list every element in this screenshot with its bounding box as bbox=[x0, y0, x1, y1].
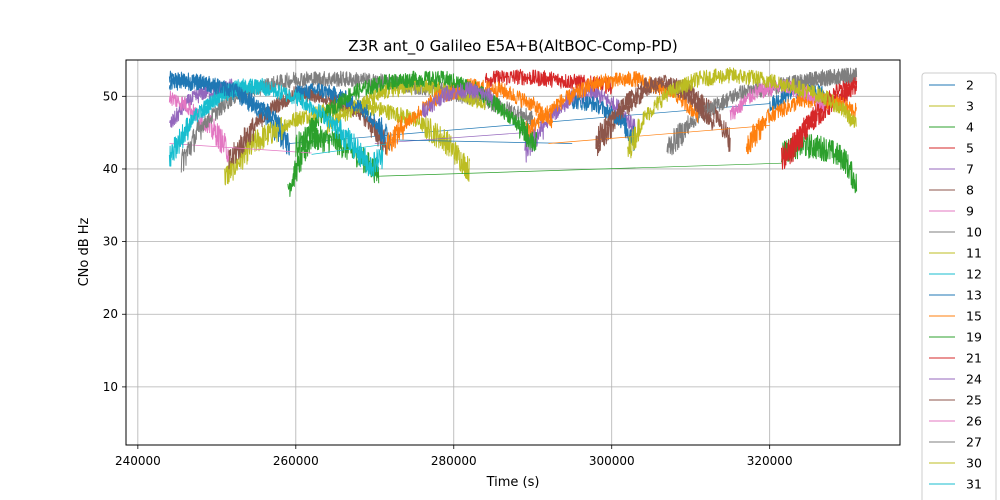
legend-label: 21 bbox=[966, 351, 982, 366]
y-tick-label: 50 bbox=[103, 89, 118, 103]
legend-label: 19 bbox=[966, 330, 982, 345]
plot-frame bbox=[125, 59, 901, 446]
y-axis-ticks: 10 20 30 40 50 bbox=[103, 89, 126, 394]
series-12-link bbox=[311, 143, 391, 155]
legend-label: 3 bbox=[966, 99, 974, 114]
legend-label: 12 bbox=[966, 267, 982, 282]
plot-series bbox=[168, 67, 858, 197]
y-tick-label: 10 bbox=[103, 380, 118, 394]
series-5-pass bbox=[781, 80, 858, 170]
legend-box bbox=[921, 72, 997, 500]
series-19-pass bbox=[295, 70, 538, 158]
series-9-link bbox=[169, 143, 312, 154]
legend-label: 2 bbox=[966, 78, 974, 93]
series-25-pass bbox=[595, 74, 715, 148]
series-24 bbox=[421, 81, 494, 118]
series-15-link bbox=[548, 125, 770, 144]
y-tick-label: 20 bbox=[103, 307, 118, 321]
legend-label: 13 bbox=[966, 288, 982, 303]
series-24-pass bbox=[421, 81, 494, 118]
legend-label: 31 bbox=[966, 477, 982, 492]
x-tick-label: 260000 bbox=[273, 454, 319, 468]
legend-label: 27 bbox=[966, 435, 982, 450]
series-8-pass bbox=[228, 85, 388, 170]
series-25 bbox=[595, 74, 715, 148]
series-19 bbox=[295, 70, 538, 158]
series-5 bbox=[484, 68, 858, 170]
legend-label: 25 bbox=[966, 393, 982, 408]
series-27-pass bbox=[785, 67, 858, 92]
legend-label: 8 bbox=[966, 183, 974, 198]
series-5-pass bbox=[484, 68, 613, 95]
legend-label: 30 bbox=[966, 456, 982, 471]
series-4-link bbox=[378, 162, 782, 177]
legend-label: 24 bbox=[966, 372, 982, 387]
x-tick-label: 280000 bbox=[431, 454, 477, 468]
legend-label: 9 bbox=[966, 204, 974, 219]
series-27 bbox=[785, 67, 858, 92]
y-axis-label: CNo dB Hz bbox=[77, 217, 92, 286]
legend-label: 33 bbox=[966, 498, 982, 500]
series-13-pass bbox=[571, 94, 636, 151]
legend-label: 10 bbox=[966, 225, 982, 240]
chart-title: Z3R ant_0 Galileo E5A+B(AltBOC-Comp-PD) bbox=[348, 37, 678, 56]
legend-label: 15 bbox=[966, 309, 982, 324]
series-30-pass bbox=[627, 67, 857, 159]
series-13 bbox=[295, 83, 636, 151]
legend-label: 7 bbox=[966, 162, 974, 177]
x-tick-label: 320000 bbox=[747, 454, 793, 468]
series-7-link bbox=[374, 132, 525, 144]
legend-label: 11 bbox=[966, 246, 982, 261]
legend: 2 3 4 5 7 8 9 10 11 12 13 15 19 21 24 25 26 27 30 31 33 bbox=[921, 72, 997, 500]
series-30 bbox=[627, 67, 857, 159]
x-tick-label: 300000 bbox=[589, 454, 635, 468]
series-33-pass bbox=[168, 74, 281, 129]
y-tick-label: 40 bbox=[103, 162, 118, 176]
series-33 bbox=[168, 74, 281, 129]
series-13-pass bbox=[295, 83, 392, 151]
y-tick-label: 30 bbox=[103, 235, 118, 249]
series-13-link bbox=[390, 139, 573, 144]
legend-label: 26 bbox=[966, 414, 982, 429]
legend-label: 5 bbox=[966, 141, 974, 156]
legend-label: 4 bbox=[966, 120, 974, 135]
x-tick-label: 240000 bbox=[115, 454, 161, 468]
x-axis-ticks: 240000 260000 280000 300000 320000 bbox=[115, 445, 793, 468]
x-axis-label: Time (s) bbox=[486, 475, 540, 490]
